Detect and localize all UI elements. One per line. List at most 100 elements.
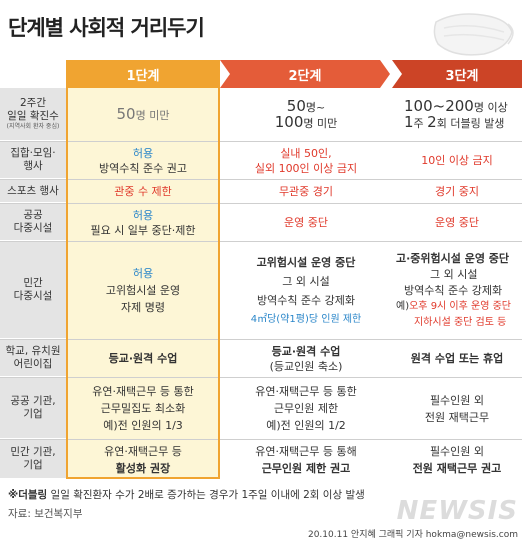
row-private-facilities: 민간 다중시설 허용 고위험시설 운영 자제 명령 고위험시설 운영 중단 그 … xyxy=(0,242,522,340)
row-label-line: 민간 기관, xyxy=(10,446,56,458)
cell-unit: 회 더블링 발생 xyxy=(436,116,505,130)
cell-line: 운영 중단 xyxy=(284,216,328,229)
cell-line: 그 외 시설 xyxy=(430,267,478,281)
row-label-line: 어린이집 xyxy=(13,358,53,370)
cell-line: 전원 재택근무 xyxy=(424,410,490,424)
row-label-line: 집합·모임· xyxy=(10,147,56,159)
cell-line: 예)전 인원의 1/2 xyxy=(266,419,346,432)
row-label-line: 학교, 유치원 xyxy=(5,345,61,357)
row-label-line: 기업 xyxy=(23,408,43,420)
stage-3-cell: 100~200명 이상 1주 2회 더블링 발생 xyxy=(392,88,522,141)
stage-1-cell: 관중 수 제한 xyxy=(66,180,220,203)
cell-unit: 주 xyxy=(413,116,428,130)
stage-1-header: 1단계 xyxy=(66,60,220,88)
cell-line: (등교인원 축소) xyxy=(269,359,343,373)
row-label-line: 2주간 xyxy=(19,97,46,109)
cell-prefix: 예) xyxy=(396,300,410,312)
stage-3-cell: 필수인원 외 전원 재택근무 xyxy=(392,378,522,439)
stage-3-cell: 원격 수업 또는 휴업 xyxy=(392,340,522,377)
cell-line: 허용 xyxy=(132,146,154,160)
row-label-line: 다중시설 xyxy=(13,222,53,234)
cell-number: 1 xyxy=(404,112,414,131)
stage-2-cell: 운영 중단 xyxy=(220,204,392,241)
stage-3-cell: 고·중위험시설 운영 중단 그 외 시설 방역수칙 준수 강제화 예)오후 9시… xyxy=(392,242,522,339)
stage-3-cell: 필수인원 외 전원 재택근무 권고 xyxy=(392,440,522,479)
newsis-watermark: NEWSIS xyxy=(396,496,518,526)
cell-line: 유연·재택근무 등 통한 xyxy=(255,385,357,398)
stage-1-cell: 허용 방역수칙 준수 권고 xyxy=(66,142,220,179)
cell-line: 허용 xyxy=(132,208,154,222)
cell-unit: 명 미만 xyxy=(303,116,338,130)
row-label: 공공 기관, 기업 xyxy=(0,378,66,439)
stage-2-cell: 고위험시설 운영 중단 그 외 시설 방역수칙 준수 강제화 4㎡당(약1평)당… xyxy=(220,242,392,339)
cell-line: 운영 중단 xyxy=(435,216,479,229)
row-private-institutions: 민간 기관, 기업 유연·재택근무 등 활성화 권장 유연·재택근무 등 통해 … xyxy=(0,440,522,479)
cell-line: 4㎡당(약1평)당 인원 제한 xyxy=(250,313,362,325)
stage-2-cell: 등교·원격 수업 (등교인원 축소) xyxy=(220,340,392,377)
cell-line: 1주 2회 더블링 발생 xyxy=(404,112,505,131)
stage-2-header: 2단계 xyxy=(220,60,390,88)
row-label: 학교, 유치원 어린이집 xyxy=(0,340,66,377)
stage-1-cell: 50명 미만 xyxy=(66,88,220,141)
cell-line: 허용 xyxy=(132,267,154,280)
row-label-note: (지역사회 환자 중심) xyxy=(6,123,60,130)
cell-line: 50명~ xyxy=(287,98,326,115)
stage-3-cell: 운영 중단 xyxy=(392,204,522,241)
cell-line: 경기 중지 xyxy=(435,185,479,198)
row-label-line: 공공 기관, xyxy=(10,395,56,407)
stage-1-cell: 유연·재택근무 등 활성화 권장 xyxy=(66,440,220,479)
cell-line: 고위험시설 운영 xyxy=(105,284,181,297)
row-public-facilities: 공공 다중시설 허용 필요 시 일부 중단·제한 운영 중단 운영 중단 xyxy=(0,204,522,242)
cell-number: 2 xyxy=(427,112,437,131)
row-label: 집합·모임· 행사 xyxy=(0,142,66,179)
row-label-line: 기업 xyxy=(23,459,43,471)
cell-unit: 명~ xyxy=(305,100,326,114)
cell-number: 50 xyxy=(116,104,136,123)
credit-line: 20.10.11 안지혜 그래픽 기자 hokma@newsis.com xyxy=(307,530,518,540)
cell-unit: 명 이상 xyxy=(473,100,508,114)
cell-line: 10인 이상 금지 xyxy=(421,154,493,167)
row-label: 민간 기관, 기업 xyxy=(0,440,66,479)
stage-1-cell: 허용 필요 시 일부 중단·제한 xyxy=(66,204,220,241)
row-label-line: 공공 xyxy=(23,209,43,221)
stage-2-cell: 유연·재택근무 등 통한 근무인원 제한 예)전 인원의 1/2 xyxy=(220,378,392,439)
cell-highlight: 오후 9시 이후 운영 중단 xyxy=(409,300,511,312)
cell-line: 유연·재택근무 등 xyxy=(104,444,182,458)
row-label-line: 다중시설 xyxy=(13,290,53,302)
row-label-line: 행사 xyxy=(23,160,43,172)
cell-line: 실내 50인, xyxy=(280,146,332,160)
cell-line: 지하시설 중단 검토 등 xyxy=(414,316,507,328)
cell-line: 고·중위험시설 운영 중단 xyxy=(396,251,510,265)
row-schools: 학교, 유치원 어린이집 등교·원격 수업 등교·원격 수업 (등교인원 축소)… xyxy=(0,340,522,378)
cell-line: 전원 재택근무 권고 xyxy=(412,461,502,475)
stage-1-cell: 허용 고위험시설 운영 자제 명령 xyxy=(66,242,220,339)
stage-1-cell: 유연·재택근무 등 통한 근무밀집도 최소화 예)전 인원의 1/3 xyxy=(66,378,220,439)
cell-number: 100 xyxy=(274,112,304,131)
cell-line: 등교·원격 수업 xyxy=(108,352,178,365)
footnote-text: 일일 확진환자 수가 2배로 증가하는 경우가 1주일 이내에 2회 이상 발생 xyxy=(47,489,365,501)
cell-line: 방역수칙 준수 강제화 xyxy=(404,283,503,297)
cell-line: 그 외 시설 xyxy=(282,274,330,288)
cell-line: 활성화 권장 xyxy=(115,461,171,475)
row-public-institutions: 공공 기관, 기업 유연·재택근무 등 통한 근무밀집도 최소화 예)전 인원의… xyxy=(0,378,522,440)
page-title: 단계별 사회적 거리두기 xyxy=(8,16,205,40)
face-mask-icon xyxy=(433,13,514,56)
row-label-line: 일일 확진수 xyxy=(7,110,59,122)
cell-unit: 명 미만 xyxy=(135,108,170,122)
cell-line: 유연·재택근무 등 통해 xyxy=(255,444,357,458)
stage-2-cell: 무관중 경기 xyxy=(220,180,392,203)
cell-line: 원격 수업 또는 휴업 xyxy=(410,352,504,365)
stage-1-cell: 등교·원격 수업 xyxy=(66,340,220,377)
row-sports: 스포츠 행사 관중 수 제한 무관중 경기 경기 중지 xyxy=(0,180,522,204)
cell-line: 필수인원 외 xyxy=(429,444,485,458)
row-daily-cases: 2주간 일일 확진수 (지역사회 환자 중심) 50명 미만 50명~ 100명… xyxy=(0,88,522,142)
row-label-line: 민간 xyxy=(23,277,43,289)
row-label: 2주간 일일 확진수 (지역사회 환자 중심) xyxy=(0,88,66,141)
cell-number: 100~200 xyxy=(404,96,474,115)
stage-2-cell: 유연·재택근무 등 통해 근무인원 제한 권고 xyxy=(220,440,392,479)
stage-3-cell: 10인 이상 금지 xyxy=(392,142,522,179)
row-label-line: 스포츠 행사 xyxy=(7,184,59,197)
stage-2-cell: 실내 50인, 실외 100인 이상 금지 xyxy=(220,142,392,179)
cell-line: 예)전 인원의 1/3 xyxy=(103,419,183,432)
row-label: 민간 다중시설 xyxy=(0,242,66,339)
